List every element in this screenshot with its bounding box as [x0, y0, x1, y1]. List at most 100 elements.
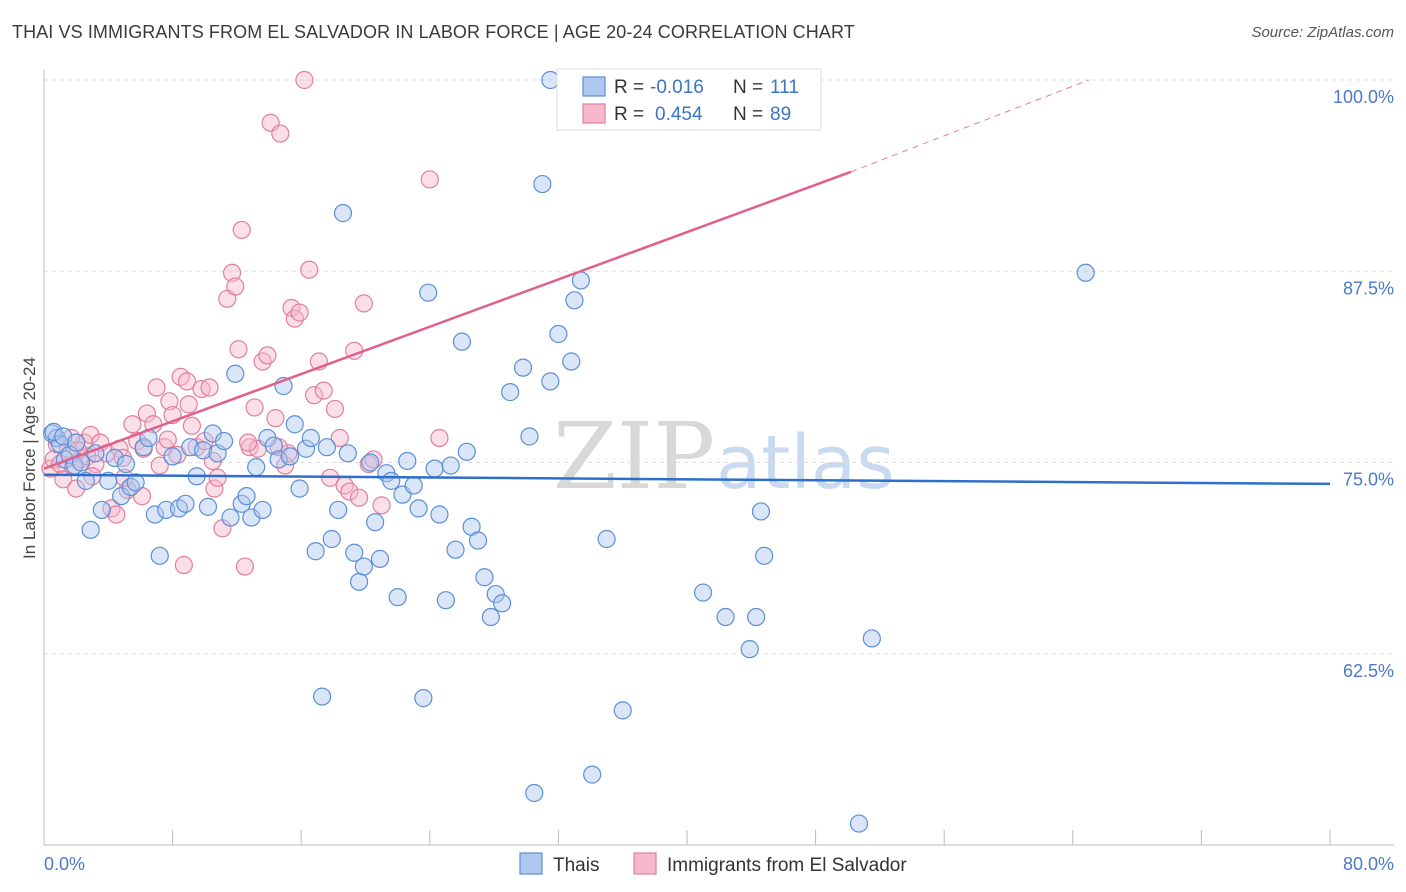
bottom-legend-swatch-thai[interactable] — [519, 852, 543, 875]
thai-point — [145, 505, 165, 524]
thai-point — [520, 427, 539, 446]
thai-point — [150, 546, 169, 565]
salvador-point — [81, 425, 100, 445]
salvador-point — [258, 346, 277, 365]
legend-r-value-salvador: 0.454 — [655, 104, 703, 125]
salvador-point — [325, 399, 345, 419]
trendlines — [43, 79, 1331, 486]
salvador-point — [67, 479, 86, 498]
thai-point — [317, 438, 337, 457]
thai-point — [126, 473, 145, 492]
thai-point — [862, 629, 881, 648]
thai-point — [301, 428, 320, 448]
salvador-point — [208, 468, 227, 487]
y-tick-label: 62.5% — [1343, 661, 1394, 681]
legend-n-label-salvador: N = — [733, 104, 763, 125]
salvador-point — [279, 444, 298, 463]
thai-point — [253, 500, 272, 520]
thai-point — [306, 542, 325, 561]
bottom-legend-swatch-salvador[interactable] — [633, 852, 657, 875]
thai-point — [296, 439, 316, 458]
thai-point — [436, 591, 455, 610]
thai-point — [583, 765, 602, 784]
x-tick-label-min: 0.0% — [44, 854, 85, 874]
thai-point — [226, 364, 245, 383]
salvador-point — [372, 496, 391, 515]
thai-point — [280, 447, 300, 466]
legend-swatch-salvador — [582, 103, 606, 124]
y-tick-labels: 62.5% 75.0% 87.5% 100.0% — [1333, 87, 1394, 681]
thai-point — [541, 70, 560, 90]
salvador-point — [314, 381, 333, 400]
thai-point — [565, 291, 584, 310]
salvador-point — [150, 456, 169, 475]
thai-point — [457, 442, 476, 461]
axes — [43, 70, 1394, 846]
thai-point — [349, 572, 369, 591]
thai-point — [76, 471, 95, 490]
y-tick-label: 100.0% — [1333, 87, 1394, 107]
bottom-legend-label-salvador[interactable]: Immigrants from El Salvador — [667, 855, 907, 876]
salvador-point — [290, 303, 309, 322]
thai-point — [452, 332, 472, 351]
salvador-point — [177, 372, 197, 391]
thai-point — [169, 499, 189, 518]
salvador-point — [330, 428, 349, 448]
salvador-point — [147, 378, 166, 397]
salvador-point — [430, 428, 449, 448]
thai-point — [388, 588, 407, 607]
thai-point — [747, 607, 766, 627]
salvador-point — [271, 124, 290, 143]
thai-points — [42, 70, 1095, 833]
y-tick-label: 75.0% — [1343, 470, 1394, 490]
thai-point — [221, 508, 240, 527]
thai-point — [468, 531, 488, 550]
thai-point — [398, 451, 417, 471]
salvador-point — [266, 409, 285, 428]
thai-point — [541, 372, 560, 391]
salvador-point — [222, 263, 242, 282]
thai-point — [849, 814, 869, 833]
salvador-point — [107, 505, 126, 524]
x-ticks — [43, 830, 1331, 845]
thai-point — [333, 204, 353, 223]
bottom-legend-label-thai[interactable]: Thais — [553, 855, 599, 876]
legend-n-value-salvador: 89 — [770, 104, 791, 125]
thai-point — [414, 689, 433, 708]
salvador-point — [340, 482, 359, 501]
salvador-point — [245, 398, 264, 417]
thai-point — [562, 352, 581, 371]
thai-point — [693, 583, 713, 602]
salvador-point — [123, 415, 142, 434]
thai-point — [475, 568, 494, 587]
salvador-point — [300, 260, 319, 279]
legend-swatch-thai — [582, 76, 606, 97]
thai-point — [755, 546, 774, 565]
salvador-point — [295, 70, 314, 90]
salvador-point — [174, 555, 193, 575]
thai-point — [549, 324, 568, 344]
thai-point — [404, 476, 423, 495]
salvador-point — [349, 488, 369, 507]
chart-title: THAI VS IMMIGRANTS FROM EL SALVADOR IN L… — [12, 22, 855, 42]
thai-point — [441, 456, 460, 475]
thai-point — [338, 444, 357, 463]
thai-point — [194, 441, 213, 460]
salvador-trendline — [43, 170, 852, 470]
thai-point — [92, 500, 111, 520]
y-tick-label: 87.5% — [1343, 278, 1394, 298]
legend-r-value-thai: -0.016 — [650, 77, 704, 98]
watermark: ZIP atlas — [553, 403, 895, 510]
legend-n-label-thai: N = — [733, 77, 763, 98]
y-axis-label: In Labor Force | Age 20-24 — [20, 357, 39, 559]
salvador-point — [420, 170, 439, 189]
legend-n-value-thai: 111 — [770, 77, 799, 98]
salvador-point — [232, 220, 251, 240]
salvador-point — [253, 352, 272, 371]
salvador-point — [364, 450, 383, 469]
salvador-trendline-extension — [850, 79, 1090, 173]
thai-point — [198, 497, 218, 516]
salvador-point — [200, 378, 219, 397]
x-tick-label-max: 80.0% — [1343, 854, 1394, 874]
thai-point — [81, 520, 100, 539]
